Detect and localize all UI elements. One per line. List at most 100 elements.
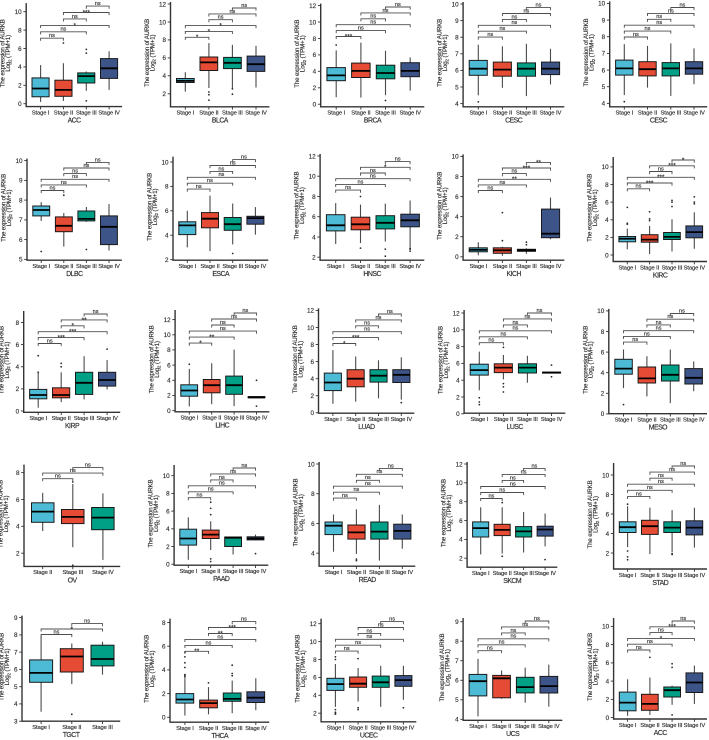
svg-text:ns: ns [218, 15, 224, 21]
svg-text:LUSC: LUSC [507, 424, 524, 431]
svg-text:***: *** [57, 335, 65, 342]
svg-text:ns: ns [358, 26, 364, 32]
svg-text:ns: ns [230, 469, 236, 475]
svg-text:2: 2 [16, 551, 20, 558]
svg-text:0: 0 [601, 411, 605, 418]
svg-text:Stage IV: Stage IV [392, 570, 414, 576]
svg-text:12: 12 [309, 3, 317, 10]
svg-text:2: 2 [166, 544, 170, 551]
svg-text:6: 6 [455, 678, 459, 685]
svg-text:8: 8 [455, 174, 459, 181]
svg-text:Stage I: Stage I [324, 417, 342, 423]
svg-text:Stage III: Stage III [76, 110, 97, 116]
svg-text:Stage III: Stage III [516, 111, 537, 117]
svg-text:6: 6 [455, 194, 459, 201]
svg-text:***: *** [668, 163, 676, 170]
svg-text:10: 10 [309, 19, 317, 26]
svg-text:The expression of AURKB: The expression of AURKB [583, 19, 590, 87]
svg-text:Stage I: Stage I [615, 111, 633, 117]
svg-text:Log2 (TPM+1): Log2 (TPM+1) [4, 342, 11, 379]
svg-text:2: 2 [455, 234, 459, 241]
svg-text:*: * [196, 34, 199, 41]
svg-text:8: 8 [312, 194, 316, 201]
svg-text:ns: ns [355, 640, 361, 646]
svg-text:Log2 (TPM+1): Log2 (TPM+1) [592, 649, 599, 686]
svg-text:ns: ns [644, 331, 650, 337]
svg-text:10: 10 [308, 461, 316, 468]
svg-text:ns: ns [72, 169, 78, 175]
svg-text:ns: ns [487, 185, 493, 191]
svg-text:Log2 (TPM+1): Log2 (TPM+1) [446, 495, 453, 532]
svg-text:Stage II: Stage II [492, 724, 512, 730]
svg-text:ns: ns [95, 157, 101, 163]
svg-text:Stage I: Stage I [470, 417, 488, 423]
svg-text:7: 7 [602, 51, 606, 58]
svg-text:ns: ns [534, 616, 540, 622]
svg-text:10: 10 [15, 158, 23, 165]
svg-text:6: 6 [16, 342, 20, 349]
svg-text:Log2 (TPM+1): Log2 (TPM+1) [588, 341, 595, 378]
svg-text:Stage I: Stage I [327, 264, 345, 270]
svg-text:ns: ns [84, 619, 90, 625]
svg-text:4: 4 [165, 233, 169, 240]
svg-text:Stage IV: Stage IV [393, 726, 415, 732]
svg-text:7: 7 [14, 649, 18, 656]
svg-text:Stage I: Stage I [179, 569, 197, 575]
svg-text:Stage I: Stage I [176, 111, 194, 117]
svg-text:ns: ns [95, 1, 101, 7]
svg-text:**: ** [194, 648, 199, 655]
svg-text:ns: ns [680, 616, 686, 622]
svg-text:Stage IV: Stage IV [684, 265, 706, 271]
svg-text:ns: ns [241, 155, 247, 161]
svg-text:Stage I: Stage I [469, 724, 487, 730]
svg-text:The expression of AURKB: The expression of AURKB [293, 479, 300, 547]
svg-text:Stage III: Stage III [375, 111, 396, 117]
svg-text:Stage IV: Stage IV [245, 569, 267, 575]
svg-text:The expression of AURKB: The expression of AURKB [587, 633, 594, 701]
svg-text:The expression of AURKB: The expression of AURKB [295, 635, 302, 703]
svg-text:6: 6 [19, 237, 23, 244]
svg-text:Stage I: Stage I [32, 264, 50, 270]
svg-text:The expression of AURKB: The expression of AURKB [144, 635, 151, 703]
svg-text:ns: ns [389, 617, 395, 623]
svg-text:Log2 (TPM+1): Log2 (TPM+1) [152, 188, 159, 225]
svg-text:10: 10 [602, 472, 610, 479]
svg-text:CESC: CESC [650, 118, 668, 125]
svg-text:Stage IV: Stage IV [246, 416, 268, 422]
svg-text:6: 6 [14, 667, 18, 674]
svg-text:The expression of AURKB: The expression of AURKB [587, 480, 594, 548]
svg-text:UCS: UCS [506, 731, 520, 738]
svg-text:The expression of AURKB: The expression of AURKB [149, 325, 156, 393]
svg-text:Log2 (TPM+1): Log2 (TPM+1) [592, 189, 599, 226]
svg-text:10: 10 [456, 480, 464, 487]
svg-text:Stage III: Stage III [662, 265, 683, 271]
svg-text:ns: ns [85, 463, 91, 469]
svg-text:***: *** [69, 329, 77, 336]
svg-text:ns: ns [510, 634, 516, 640]
svg-text:**: ** [82, 317, 87, 324]
svg-text:ns: ns [220, 320, 226, 326]
svg-text:2: 2 [162, 691, 166, 698]
svg-text:ns: ns [510, 628, 516, 634]
svg-text:ns: ns [511, 14, 517, 20]
svg-text:Stage III: Stage III [368, 417, 389, 423]
svg-text:CESC: CESC [505, 118, 523, 125]
svg-text:Stage IV: Stage IV [391, 417, 413, 423]
svg-text:ns: ns [55, 474, 61, 480]
svg-text:ns: ns [370, 20, 376, 26]
svg-text:ns: ns [669, 467, 675, 473]
svg-text:UCEC: UCEC [360, 733, 378, 740]
svg-text:ns: ns [499, 640, 505, 646]
svg-text:*: * [199, 340, 202, 347]
svg-text:BLCA: BLCA [212, 118, 229, 125]
svg-text:8: 8 [313, 657, 317, 664]
svg-text:4: 4 [311, 551, 315, 558]
svg-text:ns: ns [500, 332, 506, 338]
svg-text:8: 8 [313, 36, 317, 43]
svg-text:6: 6 [166, 508, 170, 515]
svg-text:KIRP: KIRP [65, 423, 80, 430]
svg-text:ns: ns [345, 185, 351, 191]
svg-text:Stage II: Stage II [351, 264, 371, 270]
svg-text:**: ** [512, 176, 517, 183]
svg-text:ns: ns [61, 180, 67, 186]
